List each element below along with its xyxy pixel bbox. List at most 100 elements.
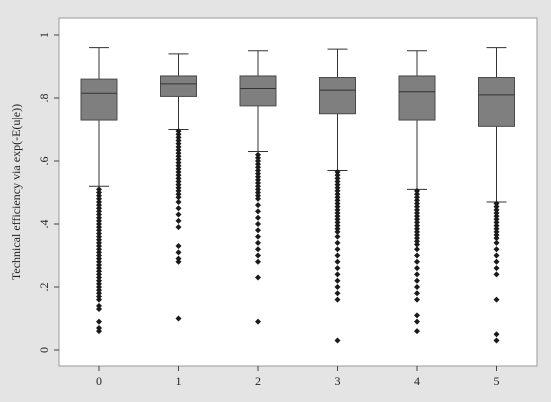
y-tick-label: 0 — [37, 347, 51, 353]
outlier-point — [493, 200, 500, 207]
outlier-point — [175, 184, 182, 191]
outlier-point — [493, 265, 500, 272]
outlier-point — [414, 258, 420, 265]
outlier-point — [493, 232, 500, 239]
outlier-point — [334, 246, 341, 253]
outlier-point — [255, 173, 261, 180]
outlier-point — [175, 169, 182, 176]
outlier-point — [334, 184, 341, 191]
outlier-point — [414, 271, 420, 278]
outlier-point — [255, 186, 261, 193]
outlier-point — [414, 318, 420, 325]
outlier-point — [334, 228, 341, 235]
outlier-point — [255, 176, 261, 183]
outlier-point — [96, 284, 102, 290]
outlier-point — [96, 224, 102, 231]
outlier-point — [334, 290, 341, 297]
x-axis: 0 1 2 3 4 5 — [96, 366, 500, 388]
outlier-point — [175, 143, 182, 150]
x-tick-label: 0 — [96, 374, 102, 388]
x-tick-label: 2 — [255, 374, 261, 388]
outlier-point — [493, 228, 500, 235]
outlier-point — [414, 225, 420, 232]
box-group-4 — [398, 50, 436, 335]
outlier-point — [175, 191, 182, 198]
outlier-point — [334, 222, 341, 229]
outlier-point — [255, 161, 261, 168]
outlier-point — [334, 258, 341, 265]
outlier-point — [255, 274, 261, 281]
iqr-box — [80, 78, 118, 121]
iqr-box — [239, 75, 277, 107]
outlier-point — [96, 265, 102, 272]
outlier-point — [493, 337, 500, 344]
box-group-5 — [478, 47, 515, 344]
outlier-point — [334, 197, 341, 204]
outlier-point — [255, 151, 261, 158]
outlier-point — [175, 165, 182, 172]
plot-area — [58, 17, 538, 367]
outlier-point — [493, 209, 500, 216]
outlier-point — [414, 194, 420, 201]
outlier-point — [334, 271, 341, 278]
outlier-point — [414, 312, 420, 319]
box-group-1 — [160, 53, 197, 322]
outlier-point — [414, 206, 420, 213]
outlier-point — [255, 227, 261, 234]
outlier-point — [334, 172, 341, 179]
outlier-point — [493, 222, 500, 229]
outlier-point — [96, 227, 102, 234]
box-group-2 — [239, 50, 277, 325]
outlier-point — [96, 243, 102, 250]
outlier-point — [255, 195, 261, 202]
outlier-point — [96, 233, 102, 240]
outlier-point — [255, 180, 261, 187]
outlier-point — [493, 213, 500, 220]
outlier-point — [334, 187, 341, 194]
outlier-point — [175, 258, 182, 265]
outlier-point — [96, 211, 102, 218]
outlier-point — [175, 211, 182, 218]
outlier-point — [414, 284, 420, 290]
outlier-point — [255, 208, 261, 215]
x-tick-label: 1 — [176, 374, 182, 388]
outlier-point — [175, 134, 182, 141]
iqr-box — [319, 77, 356, 115]
x-tick-label: 5 — [494, 374, 500, 388]
boxes-layer — [80, 47, 515, 344]
x-tick-label: 4 — [414, 374, 420, 388]
outlier-point — [96, 302, 102, 309]
outlier-point — [493, 235, 500, 242]
outlier-point — [96, 205, 102, 212]
outlier-point — [334, 213, 341, 220]
outlier-point — [96, 261, 102, 268]
outlier-point — [96, 192, 102, 199]
outlier-point — [414, 228, 420, 235]
outlier-point — [96, 249, 102, 256]
outlier-point — [414, 187, 420, 194]
outlier-point — [96, 324, 102, 331]
outlier-point — [414, 222, 420, 229]
iqr-box — [478, 77, 515, 127]
outlier-point — [334, 337, 341, 344]
outlier-point — [334, 296, 341, 303]
outlier-point — [414, 252, 420, 259]
outlier-point — [96, 236, 102, 243]
outlier-point — [334, 181, 341, 188]
outlier-point — [334, 277, 341, 284]
outlier-point — [334, 169, 341, 176]
outlier-point — [96, 214, 102, 221]
outlier-point — [175, 172, 182, 179]
outlier-point — [96, 306, 102, 313]
outlier-point — [493, 271, 500, 278]
outlier-point — [175, 153, 182, 160]
outlier-point — [414, 238, 420, 245]
outlier-point — [175, 137, 182, 144]
outlier-point — [414, 213, 420, 220]
outlier-point — [414, 265, 420, 272]
outlier-point — [175, 128, 182, 135]
outlier-point — [255, 318, 261, 325]
outlier-point — [175, 175, 182, 182]
outlier-point — [414, 216, 420, 223]
